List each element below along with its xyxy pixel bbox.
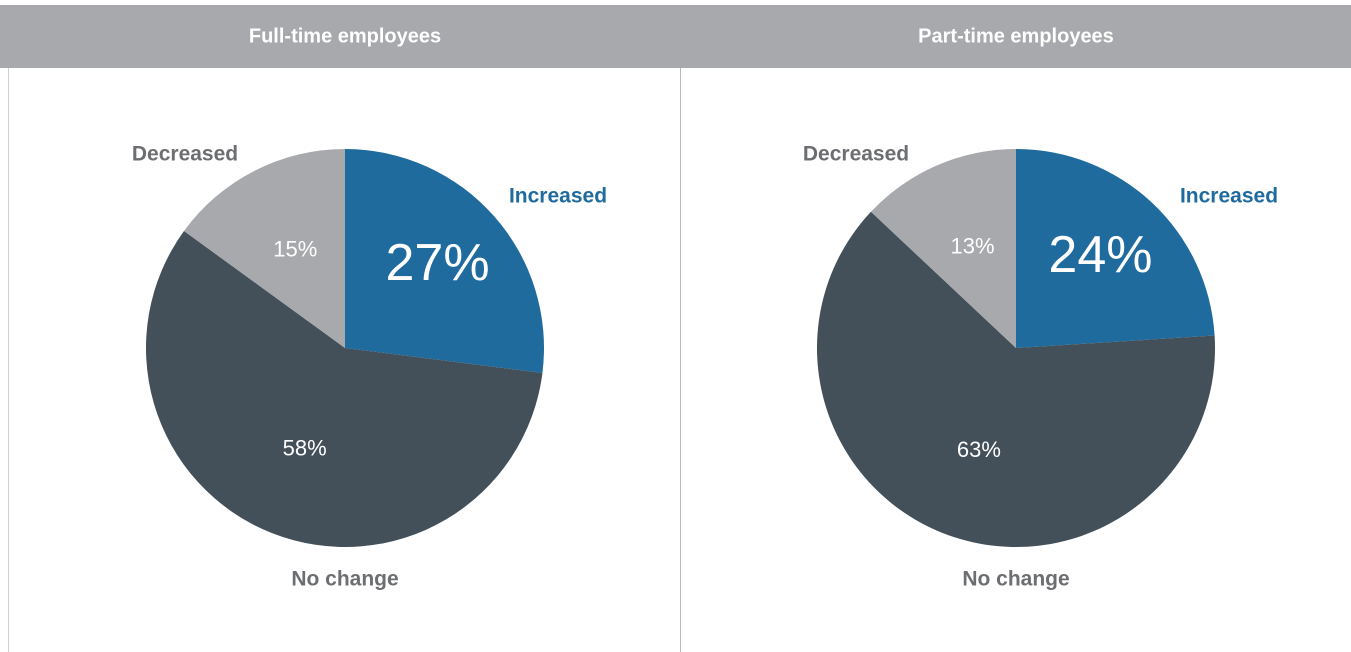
category-label: No change (962, 568, 1069, 591)
value-label: 15% (273, 236, 317, 261)
header-bar (0, 5, 1351, 68)
category-label: Decreased (803, 143, 909, 166)
pie-slice (345, 149, 545, 373)
pie-slice (816, 211, 1215, 547)
pie-slice (1016, 149, 1215, 348)
value-label: 27% (386, 234, 490, 292)
category-label: Increased (509, 185, 607, 208)
value-label: 63% (957, 437, 1001, 462)
pie-slice (184, 149, 345, 348)
category-label: Decreased (132, 143, 238, 166)
value-label: 13% (951, 233, 995, 258)
pie-slice (146, 231, 543, 547)
chart-title: Part-time employees (918, 25, 1114, 47)
value-label: 24% (1048, 226, 1152, 284)
category-label: No change (291, 568, 398, 591)
value-label: 58% (283, 436, 327, 461)
category-label: Increased (1180, 185, 1278, 208)
chart-title: Full-time employees (249, 25, 441, 47)
pie-slice (870, 149, 1016, 348)
